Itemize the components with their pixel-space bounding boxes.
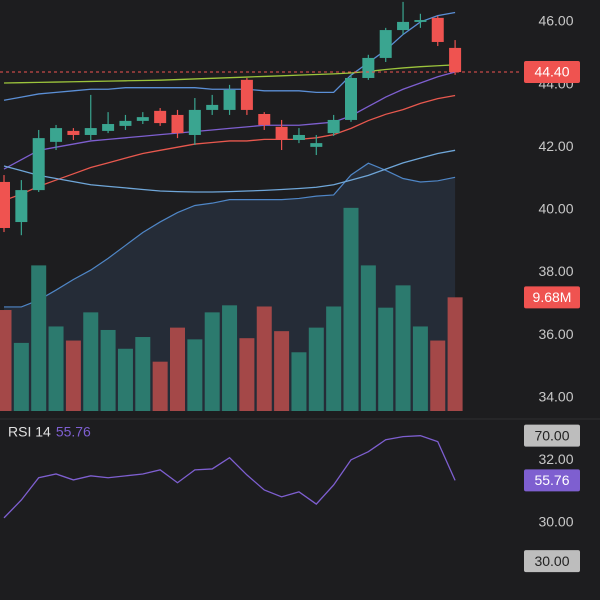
candle-body <box>345 77 357 120</box>
volume-ma-line <box>4 162 456 308</box>
rsi-last-label: 55.76 <box>534 472 569 488</box>
candle-body <box>136 117 149 121</box>
candle-body <box>171 114 184 134</box>
volume-bar <box>65 340 81 411</box>
volume-bar <box>204 312 220 411</box>
volume-bar <box>48 326 64 411</box>
overlay-line <box>3 149 456 193</box>
candle-body <box>431 17 444 42</box>
candle-body <box>275 126 288 140</box>
volume-bar <box>170 327 185 411</box>
candle-body <box>327 119 340 134</box>
volume-bar <box>430 340 446 411</box>
volume-bar <box>308 327 324 411</box>
last-volume-box <box>524 286 580 309</box>
candle-body <box>0 181 10 228</box>
candle-body <box>67 130 80 135</box>
candle-body <box>240 79 253 110</box>
y-tick-label: 38.00 <box>538 263 573 279</box>
rsi-last-box <box>524 469 580 492</box>
volume-bar <box>447 297 463 411</box>
candle-body <box>84 128 97 135</box>
candle-body <box>258 113 271 125</box>
rsi-title: RSI 14 <box>8 424 51 440</box>
candle-body <box>119 120 132 126</box>
y-tick-label: 30.00 <box>538 514 573 530</box>
candle-body <box>362 57 375 78</box>
volume-bar <box>256 306 272 411</box>
candle-body <box>154 110 167 124</box>
volume-bar <box>222 305 238 411</box>
volume-bar <box>274 331 290 411</box>
candle-body <box>50 128 63 142</box>
volume-bar <box>187 339 203 411</box>
volume-bar <box>291 352 307 411</box>
volume-bar <box>135 337 151 411</box>
y-tick-label: 42.00 <box>538 138 573 154</box>
volume-bar <box>100 329 116 411</box>
volume-bar <box>360 265 376 411</box>
y-tick-label: 32.00 <box>538 451 573 467</box>
volume-bar <box>412 326 428 411</box>
candle-body <box>206 104 219 110</box>
volume-bar <box>378 307 394 411</box>
candle-body <box>397 21 410 31</box>
volume-bar <box>83 312 99 411</box>
y-tick-label: 34.00 <box>538 388 573 404</box>
candle-body <box>379 30 392 58</box>
candle-body <box>449 47 462 73</box>
overlay-line <box>3 64 456 84</box>
candle-body <box>223 89 236 110</box>
last-price-label: 44.40 <box>534 64 569 80</box>
volume-bar <box>152 361 168 411</box>
candle-body <box>310 143 323 147</box>
volume-bar <box>343 207 359 411</box>
last-volume-label: 9.68M <box>533 289 572 305</box>
volume-bar <box>326 306 342 411</box>
candle-body <box>188 109 201 135</box>
rsi-tick-box <box>524 424 580 447</box>
last-price-box <box>524 61 580 84</box>
rsi-tick-label: 30.00 <box>534 553 569 569</box>
candle-body <box>292 134 305 140</box>
volume-bar <box>0 310 12 411</box>
volume-bar <box>239 338 255 411</box>
candle-body <box>414 20 427 22</box>
rsi-tick-box <box>524 550 580 573</box>
candle-body <box>32 138 45 191</box>
volume-bar <box>395 285 411 411</box>
y-tick-label: 40.00 <box>538 201 573 217</box>
y-tick-label: 46.00 <box>538 13 573 29</box>
overlay-line <box>3 94 456 202</box>
candle-body <box>15 190 28 223</box>
rsi-line <box>3 435 456 519</box>
volume-bar <box>31 265 47 411</box>
volume-ma-area <box>4 163 456 411</box>
y-tick-label: 36.00 <box>538 326 573 342</box>
rsi-tick-label: 70.00 <box>534 427 569 443</box>
overlay-line <box>3 71 456 170</box>
volume-bar <box>13 342 29 411</box>
volume-bar <box>117 348 133 411</box>
candle-body <box>102 124 115 131</box>
rsi-title-value: 55.76 <box>56 424 91 440</box>
